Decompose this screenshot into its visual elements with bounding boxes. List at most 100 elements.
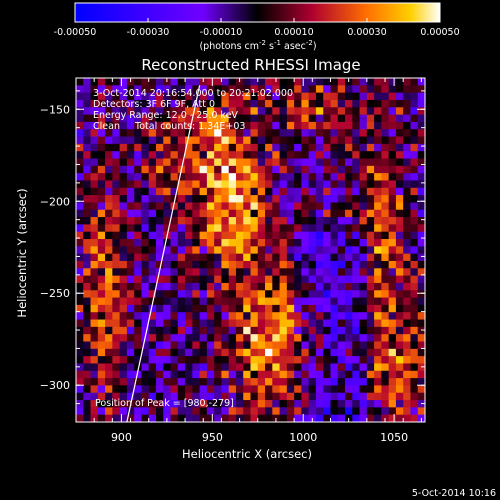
heatmap-cell — [141, 187, 150, 196]
heatmap-cell — [395, 151, 404, 160]
heatmap-cell — [323, 348, 332, 357]
heatmap-cell — [388, 202, 397, 211]
heatmap-cell — [221, 209, 230, 218]
heatmap-cell — [374, 253, 382, 262]
heatmap-cell — [265, 165, 273, 174]
heatmap-cell — [395, 114, 404, 123]
heatmap-cell — [105, 341, 113, 350]
heatmap-cell — [185, 246, 193, 255]
heatmap-cell — [163, 356, 172, 365]
heatmap-cell — [286, 312, 295, 321]
heatmap-cell — [199, 158, 208, 167]
heatmap-cell — [286, 304, 295, 313]
heatmap-cell — [221, 180, 230, 189]
heatmap-cell — [265, 253, 273, 262]
heatmap-cell — [185, 304, 193, 313]
heatmap-cell — [374, 92, 382, 101]
heatmap-cell — [192, 268, 201, 277]
heatmap-cell — [395, 304, 404, 313]
heatmap-cell — [214, 180, 223, 189]
heatmap-cell — [308, 231, 317, 240]
heatmap-cell — [170, 275, 179, 284]
heatmap-cell — [141, 231, 150, 240]
heatmap-cell — [243, 392, 252, 401]
heatmap-cell — [250, 312, 259, 321]
heatmap-cell — [112, 231, 121, 240]
heatmap-cell — [148, 348, 157, 357]
heatmap-cell — [323, 92, 332, 101]
heatmap-cell — [374, 158, 382, 167]
heatmap-cell — [330, 107, 339, 116]
heatmap-cell — [83, 290, 92, 299]
heatmap-cell — [148, 114, 157, 123]
heatmap-cell — [395, 143, 404, 152]
heatmap-cell — [243, 341, 252, 350]
heatmap-cell — [265, 92, 273, 101]
heatmap-cell — [265, 392, 273, 401]
heatmap-cell — [177, 239, 186, 247]
heatmap-cell — [366, 187, 375, 196]
heatmap-cell — [294, 363, 302, 372]
heatmap-cell — [374, 107, 382, 116]
heatmap-cell — [221, 78, 230, 86]
heatmap-cell — [163, 121, 172, 130]
heatmap-cell — [417, 407, 425, 416]
heatmap-cell — [235, 326, 244, 335]
heatmap-cell — [112, 304, 121, 313]
heatmap-cell — [155, 143, 164, 152]
heatmap-cell — [221, 253, 230, 262]
heatmap-cell — [345, 392, 353, 401]
heatmap-cell — [410, 217, 419, 225]
heatmap-cell — [97, 173, 106, 182]
heatmap-cell — [410, 107, 419, 116]
heatmap-cell — [90, 312, 99, 321]
heatmap-cell — [214, 187, 223, 196]
heatmap-cell — [134, 334, 143, 343]
heatmap-cell — [381, 217, 390, 225]
heatmap-cell — [170, 158, 179, 167]
heatmap-cell — [206, 304, 215, 313]
heatmap-cell — [403, 85, 412, 94]
heatmap-cell — [272, 334, 281, 343]
heatmap-cell — [141, 107, 150, 116]
heatmap-cell — [286, 231, 295, 240]
heatmap-cell — [141, 143, 150, 152]
heatmap-cell — [119, 143, 128, 152]
heatmap-cell — [417, 275, 425, 284]
heatmap-cell — [265, 129, 273, 138]
heatmap-cell — [366, 326, 375, 335]
heatmap-cell — [272, 370, 281, 379]
heatmap-cell — [352, 187, 361, 196]
heatmap-cell — [148, 107, 157, 116]
heatmap-cell — [272, 180, 281, 189]
heatmap-cell — [90, 239, 99, 247]
heatmap-cell — [308, 92, 317, 101]
heatmap-cell — [308, 290, 317, 299]
heatmap-cell — [192, 363, 201, 372]
heatmap-cell — [134, 231, 143, 240]
heatmap-cell — [286, 129, 295, 138]
heatmap-cell — [185, 173, 193, 182]
heatmap-cell — [148, 209, 157, 218]
heatmap-cell — [134, 319, 143, 328]
heatmap-cell — [141, 165, 150, 174]
heatmap-cell — [199, 312, 208, 321]
heatmap-cell — [214, 400, 223, 408]
heatmap-cell — [243, 143, 252, 152]
heatmap-cell — [119, 151, 128, 160]
heatmap-cell — [155, 85, 164, 94]
heatmap-cell — [177, 195, 186, 204]
heatmap-cell — [90, 304, 99, 313]
heatmap-cell — [279, 99, 288, 108]
heatmap-cell — [301, 304, 310, 313]
heatmap-cell — [403, 297, 412, 306]
heatmap-cell — [257, 385, 266, 394]
heatmap-cell — [388, 378, 397, 387]
heatmap-cell — [366, 334, 375, 343]
heatmap-cell — [345, 319, 353, 328]
heatmap-cell — [417, 121, 425, 130]
heatmap-cell — [286, 319, 295, 328]
heatmap-cell — [119, 121, 128, 130]
heatmap-cell — [206, 407, 215, 416]
heatmap-cell — [235, 158, 244, 167]
